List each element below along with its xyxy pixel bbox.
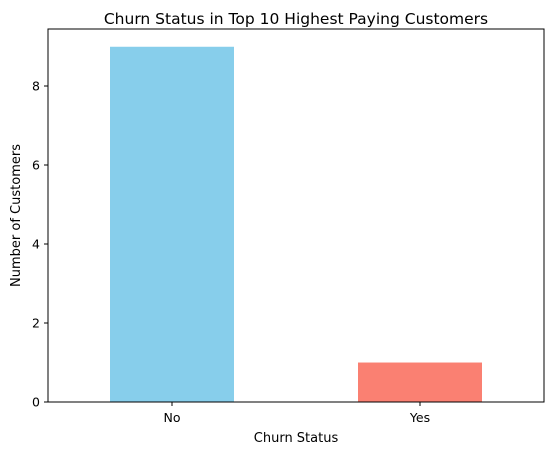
y-tick-label: 4 (32, 237, 40, 252)
x-tick-label: No (164, 410, 181, 425)
bar-yes (358, 362, 482, 402)
chart-title: Churn Status in Top 10 Highest Paying Cu… (104, 10, 488, 28)
y-axis-label: Number of Customers (9, 144, 24, 287)
bars-layer (110, 46, 482, 403)
x-axis: No Yes (164, 402, 430, 425)
y-tick-label: 2 (32, 316, 40, 331)
y-tick-label: 6 (32, 158, 40, 173)
x-axis-label: Churn Status (254, 431, 339, 446)
x-tick-label: Yes (409, 410, 430, 425)
y-tick-label: 8 (32, 79, 40, 94)
bar-no (110, 46, 234, 403)
plot-frame (47, 28, 545, 403)
y-axis: 0 2 4 6 8 (32, 79, 48, 410)
y-tick-label: 0 (32, 395, 40, 410)
